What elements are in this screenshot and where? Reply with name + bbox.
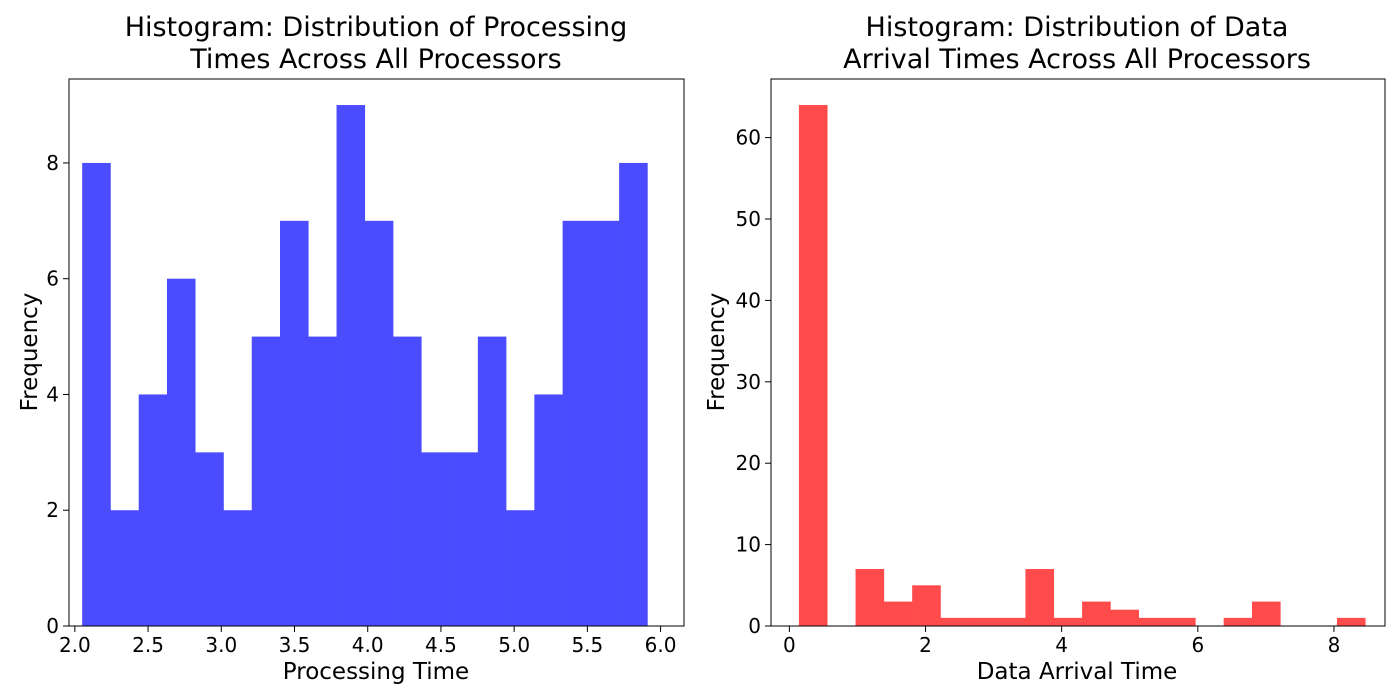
x-tick-label: 5.5	[571, 633, 603, 657]
histogram-bar	[1167, 617, 1196, 626]
y-tick-label: 20	[736, 451, 761, 475]
x-tick-label: 8	[1328, 633, 1341, 657]
histogram-bar	[166, 278, 196, 626]
bars	[798, 105, 1366, 627]
histogram-bar	[280, 220, 309, 626]
histogram-bar	[223, 510, 253, 626]
histogram-bar	[1223, 617, 1253, 626]
y-tick-label: 50	[736, 207, 761, 231]
y-axis-label: Frequency	[17, 293, 43, 412]
histogram-bar	[534, 394, 563, 626]
histogram-bar	[1025, 569, 1055, 626]
y-axis-ticks: 0 10 20 30 40 50 60	[736, 126, 771, 638]
x-tick-label: 4.5	[425, 633, 457, 657]
histogram-bar	[138, 394, 168, 626]
x-tick-label: 2.0	[59, 633, 91, 657]
histogram-bar	[110, 510, 139, 626]
histogram-bar	[1138, 617, 1168, 626]
histogram-bar	[1110, 609, 1140, 626]
x-tick-label: 2.5	[132, 633, 164, 657]
y-axis-ticks: 0 2 4 6 8	[46, 151, 69, 638]
x-axis-label: Data Arrival Time	[977, 659, 1178, 685]
x-tick-label: 4.0	[352, 633, 384, 657]
histogram-bar	[562, 220, 592, 626]
histogram-bar	[997, 617, 1026, 626]
histogram-bar	[82, 162, 111, 626]
chart-title-line-1: Histogram: Distribution of Processing	[125, 12, 628, 43]
histogram-bar	[364, 220, 394, 626]
histogram-bar	[393, 336, 422, 626]
histogram-bar	[449, 452, 479, 626]
x-tick-label: 3.0	[205, 633, 237, 657]
y-tick-label: 10	[736, 533, 761, 557]
y-tick-label: 40	[736, 288, 761, 312]
histogram-bar	[619, 162, 648, 626]
histogram-bar	[590, 220, 620, 626]
plot-frame	[68, 78, 685, 627]
y-tick-label: 0	[46, 614, 59, 638]
histogram-bar	[251, 336, 281, 626]
chart-title-line-2: Times Across All Processors	[189, 44, 561, 75]
data-arrival-time-histogram: Histogram: Distribution of Data Arrival …	[704, 12, 1386, 685]
x-tick-label: 4	[1055, 633, 1068, 657]
histogram-bar	[940, 617, 970, 626]
histogram-bar	[912, 585, 941, 626]
x-axis-label: Processing Time	[283, 659, 469, 685]
histogram-bar	[308, 336, 337, 626]
histogram-bar	[1082, 601, 1111, 626]
x-tick-label: 6	[1191, 633, 1204, 657]
histogram-bar	[195, 452, 224, 626]
x-tick-label: 2	[919, 633, 932, 657]
y-tick-label: 6	[46, 267, 59, 291]
x-axis-ticks: 2.0 2.5 3.0 3.5 4.0 4.5 5.0 5.5 6.0	[59, 626, 677, 657]
histogram-bar	[1336, 617, 1366, 626]
y-tick-label: 8	[46, 151, 59, 175]
plot-frame	[770, 78, 1386, 627]
histogram-bar	[1053, 617, 1083, 626]
x-tick-label: 6.0	[645, 633, 677, 657]
x-tick-label: 5.0	[498, 633, 530, 657]
chart-title-line-1: Histogram: Distribution of Data	[866, 12, 1289, 43]
histogram-bar	[883, 601, 913, 626]
y-tick-label: 60	[736, 126, 761, 150]
x-tick-label: 3.5	[279, 633, 311, 657]
y-tick-label: 2	[46, 498, 59, 522]
histogram-bar	[421, 452, 450, 626]
histogram-bar	[477, 336, 507, 626]
histogram-bar	[798, 105, 828, 627]
processing-time-histogram: Histogram: Distribution of Processing Ti…	[17, 12, 685, 685]
y-axis-label: Frequency	[704, 293, 730, 412]
x-tick-label: 0	[783, 633, 796, 657]
y-tick-label: 30	[736, 370, 761, 394]
y-tick-label: 4	[46, 382, 59, 406]
chart-title-line-2: Arrival Times Across All Processors	[843, 44, 1311, 75]
histogram-bar	[336, 105, 366, 627]
histogram-bar	[506, 510, 535, 626]
histogram-bar	[855, 569, 885, 626]
histogram-bar	[968, 617, 998, 626]
bars	[82, 105, 648, 627]
x-axis-ticks: 0 2 4 6 8	[783, 626, 1340, 657]
histogram-bar	[1251, 601, 1281, 626]
y-tick-label: 0	[748, 614, 761, 638]
